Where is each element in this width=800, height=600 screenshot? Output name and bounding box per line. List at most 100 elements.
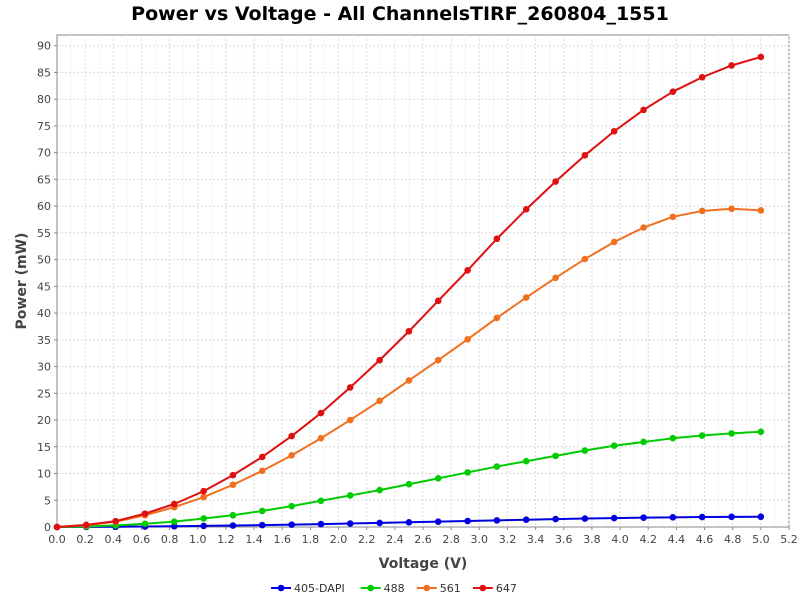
y-tick-label: 35 [37,334,51,347]
data-point [141,520,149,528]
axes: 0.0 0.2 0.4 0.6 0.8 1.0 1.2 1.4 1.6 1.8 2.0 2.2 2.4 2… [37,35,798,546]
data-point [669,213,677,221]
data-point [610,514,618,522]
data-point [610,442,618,450]
data-point [317,520,325,528]
x-tick-label: 1.2 [217,533,235,546]
y-tick-label: 40 [37,307,51,320]
data-point [698,513,706,521]
x-tick-label: 1.6 [273,533,291,546]
data-point [581,255,589,263]
legend-item: 647 [472,582,517,595]
x-tick-label: 0.2 [76,533,94,546]
data-point [258,453,266,461]
series-488 [53,428,765,531]
data-point [581,515,589,522]
data-point [552,274,559,282]
y-tick-label: 45 [37,280,51,293]
y-tick-label: 85 [37,66,51,79]
data-point [698,207,706,215]
data-point [346,384,354,391]
x-tick-label: 4.8 [724,533,742,546]
data-point [757,428,765,436]
data-point [757,513,765,521]
data-point [346,492,354,499]
x-tick-label: 5.0 [752,533,770,546]
data-point [200,515,207,522]
y-tick-label: 90 [37,40,51,53]
x-tick-label: 4.4 [668,533,686,546]
y-tick-label: 10 [37,468,51,481]
data-point [640,224,647,231]
data-point [53,523,61,531]
chart-title: Power vs Voltage - All ChannelsTIRF_2608… [131,3,669,25]
data-point [728,513,735,521]
data-point [464,267,471,274]
data-point [376,356,383,364]
data-point [376,486,383,494]
data-point [434,518,442,525]
y-tick-label: 70 [37,147,51,160]
data-point [640,106,647,114]
x-tick-label: 0.6 [133,533,151,546]
data-point [376,397,383,405]
data-point [229,511,237,519]
data-point [229,522,237,529]
x-tick-label: 0.4 [105,533,123,546]
data-point [757,207,765,214]
x-tick-label: 4.6 [696,533,714,546]
data-point [170,500,178,508]
x-tick-label: 5.2 [780,533,798,546]
data-point [669,514,677,521]
data-point [288,521,295,528]
y-tick-label: 30 [37,361,51,374]
data-point [170,518,178,525]
x-tick-label: 1.0 [189,533,207,546]
data-point [669,88,677,95]
x-tick-label: 2.8 [442,533,460,546]
data-point [581,152,589,159]
data-point [288,502,295,510]
data-point [141,510,149,517]
legend-label: 647 [496,582,517,595]
data-point [493,235,501,243]
data-point [464,517,471,525]
data-point [405,327,413,335]
x-tick-label: 4.2 [639,533,657,546]
legend-label: 405-DAPI [294,582,345,595]
legend-swatch-marker [423,584,431,592]
data-point [346,520,354,527]
x-axis-label: Voltage (V) [379,556,468,572]
data-point [552,515,559,523]
data-point [434,297,442,305]
legend-item: 405-DAPI [271,582,345,595]
data-point [493,314,501,322]
data-point [258,467,266,475]
data-point [698,432,706,439]
series-lines [53,53,765,531]
x-tick-label: 2.0 [330,533,348,546]
y-tick-label: 5 [44,494,51,507]
data-point [640,514,647,521]
y-tick-label: 25 [37,387,51,400]
x-tick-label: 2.4 [386,533,404,546]
data-point [698,73,706,81]
y-tick-label: 60 [37,200,51,213]
data-point [464,469,471,476]
x-tick-label: 3.8 [583,533,601,546]
legend-item: 488 [360,582,405,595]
data-point [610,238,618,246]
data-point [82,521,90,529]
x-tick-label: 0.8 [161,533,179,546]
x-tick-label: 3.2 [499,533,517,546]
x-tick-label: 0.0 [48,533,66,546]
data-point [757,53,765,61]
series-647 [53,53,765,531]
data-point [317,434,325,442]
data-point [258,521,266,529]
legend-label: 561 [440,582,461,595]
data-point [522,457,530,465]
y-tick-label: 15 [37,441,51,454]
legend-label: 488 [384,582,405,595]
